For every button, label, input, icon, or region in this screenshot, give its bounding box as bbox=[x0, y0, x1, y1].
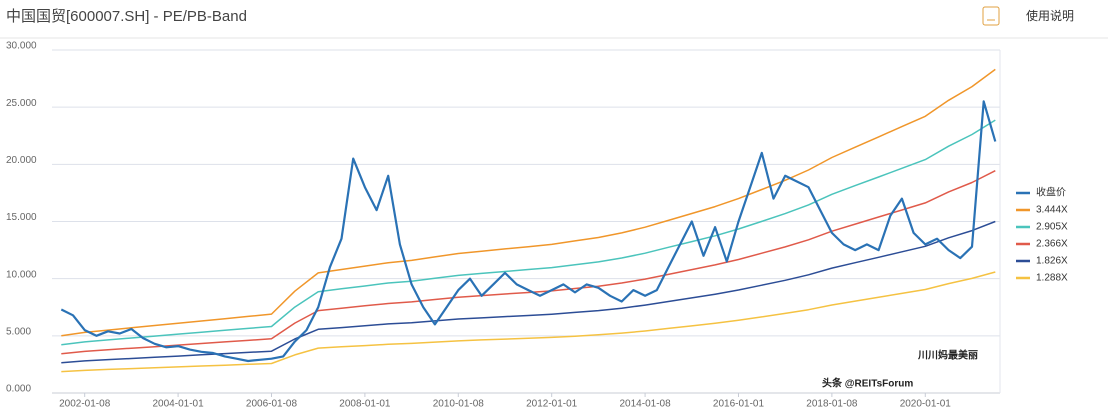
legend-label: 2.905X bbox=[1036, 222, 1068, 233]
series-line bbox=[61, 119, 996, 346]
y-tick-label: 5.000 bbox=[6, 326, 31, 337]
watermark: 头条 @REITsForum bbox=[822, 377, 913, 390]
y-tick-label: 0.000 bbox=[6, 384, 31, 395]
legend-label: 1.826X bbox=[1036, 256, 1068, 267]
x-tick-label: 2012-01-01 bbox=[526, 399, 578, 410]
series-line bbox=[60, 100, 997, 363]
legend-label: 3.444X bbox=[1036, 205, 1068, 216]
x-tick-label: 2010-01-08 bbox=[433, 399, 485, 410]
help-link[interactable]: 使用说明 bbox=[1026, 8, 1074, 23]
download-icon[interactable] bbox=[982, 6, 1000, 26]
y-tick-label: 10.000 bbox=[6, 269, 37, 280]
x-tick-label: 2018-01-08 bbox=[806, 399, 858, 410]
series-line bbox=[61, 68, 996, 337]
x-tick-label: 2008-01-01 bbox=[339, 399, 391, 410]
legend-label: 收盘价 bbox=[1036, 186, 1066, 199]
x-tick-label: 2020-01-01 bbox=[900, 399, 952, 410]
chart-title: 中国国贸[600007.SH] - PE/PB-Band bbox=[6, 8, 247, 25]
y-tick-label: 25.000 bbox=[6, 98, 37, 109]
x-tick-label: 2014-01-08 bbox=[620, 399, 672, 410]
legend-label: 2.366X bbox=[1036, 239, 1068, 250]
legend-label: 1.288X bbox=[1036, 273, 1068, 284]
y-tick-label: 20.000 bbox=[6, 155, 37, 166]
y-tick-label: 15.000 bbox=[6, 212, 37, 223]
series-line bbox=[61, 170, 996, 355]
x-tick-label: 2006-01-08 bbox=[246, 399, 298, 410]
x-tick-label: 2002-01-08 bbox=[59, 399, 111, 410]
x-tick-label: 2016-01-01 bbox=[713, 399, 765, 410]
x-tick-label: 2004-01-01 bbox=[153, 399, 205, 410]
watermark: 川川妈最美丽 bbox=[917, 349, 978, 362]
y-tick-label: 30.000 bbox=[6, 41, 37, 52]
series-line bbox=[61, 271, 996, 373]
